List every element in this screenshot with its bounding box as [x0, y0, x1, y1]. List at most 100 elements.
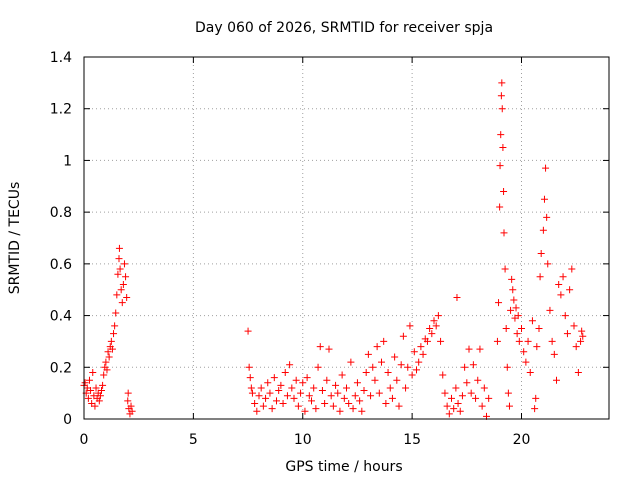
data-point [439, 371, 447, 379]
data-point [124, 397, 132, 405]
data-point [437, 337, 445, 345]
data-point [510, 296, 518, 304]
data-point [283, 392, 291, 400]
data-point [310, 384, 318, 392]
data-point [391, 353, 399, 361]
data-point [500, 229, 508, 237]
data-point [316, 343, 324, 351]
data-point [95, 397, 103, 405]
data-point [548, 337, 556, 345]
data-point [111, 322, 119, 330]
x-tick-label: 0 [80, 432, 89, 448]
data-point [312, 405, 320, 413]
data-point [404, 363, 412, 371]
data-point [327, 392, 335, 400]
data-point [577, 337, 585, 345]
data-point [539, 226, 547, 234]
data-point [500, 187, 508, 195]
data-point [96, 392, 104, 400]
data-point [321, 399, 329, 407]
data-point [369, 363, 377, 371]
data-point [393, 376, 401, 384]
data-point [262, 394, 270, 402]
data-point [497, 131, 505, 139]
data-point [515, 337, 523, 345]
data-point [266, 389, 274, 397]
data-point [81, 379, 89, 387]
data-point [117, 286, 125, 294]
data-point [353, 379, 361, 387]
data-point [574, 368, 582, 376]
data-point [314, 363, 322, 371]
data-point [279, 399, 287, 407]
data-point [253, 407, 261, 415]
data-point [413, 366, 420, 374]
data-point [345, 399, 353, 407]
data-point [251, 399, 259, 407]
data-point [531, 405, 539, 413]
data-point [362, 368, 370, 376]
data-point [417, 343, 425, 351]
y-tick-label: 0.4 [50, 309, 72, 325]
data-point [579, 332, 587, 340]
data-point [502, 325, 510, 332]
data-point [537, 250, 545, 258]
data-point [406, 322, 414, 330]
data-point [299, 379, 307, 387]
data-point [528, 317, 536, 325]
data-point [303, 374, 311, 382]
x-tick-label: 5 [189, 432, 198, 448]
data-point [448, 394, 455, 402]
data-point [247, 384, 255, 392]
y-tick-label: 0.6 [50, 257, 72, 273]
data-point [351, 392, 359, 400]
data-point [122, 273, 130, 281]
data-point [445, 410, 453, 418]
data-point [286, 361, 294, 369]
data-point [386, 384, 394, 392]
x-tick-label: 15 [403, 432, 421, 448]
data-point [105, 353, 113, 361]
y-tick-label: 0.8 [50, 205, 72, 221]
data-point [380, 337, 388, 345]
data-point [244, 327, 252, 335]
data-point [480, 384, 488, 392]
data-point [104, 348, 112, 356]
data-point [503, 363, 511, 371]
axis-ticks: 0 0.2 0.4 0.6 0.8 1 1.2 1.4 0 5 10 15 20 [50, 50, 609, 448]
data-point [288, 384, 296, 392]
data-point [115, 244, 123, 252]
data-point [112, 309, 120, 317]
data-point [467, 389, 475, 397]
data-point [533, 343, 541, 351]
data-point [536, 273, 544, 281]
x-axis-label: GPS time / hours [285, 459, 402, 475]
data-point [397, 361, 405, 369]
data-point [559, 273, 567, 281]
data-point [555, 281, 563, 289]
data-point [474, 376, 482, 384]
data-point [87, 387, 95, 395]
data-point [375, 389, 383, 397]
y-tick-label: 1.2 [50, 102, 72, 118]
data-point [415, 358, 423, 366]
data-point [568, 265, 576, 273]
data-point [358, 407, 366, 415]
data-point [124, 389, 132, 397]
data-point [546, 306, 554, 314]
data-point [270, 374, 278, 382]
grid-lines [84, 57, 609, 419]
data-point [100, 371, 108, 379]
chart-title: Day 060 of 2026, SRMTID for receiver spj… [195, 20, 493, 36]
data-point [373, 343, 381, 351]
data-point [520, 348, 528, 356]
data-point [292, 376, 300, 384]
data-point [308, 397, 315, 405]
data-point [461, 363, 469, 371]
data-point [453, 293, 461, 301]
data-point [408, 371, 416, 379]
data-point [98, 387, 105, 395]
data-point [248, 389, 256, 397]
data-point [347, 358, 355, 366]
